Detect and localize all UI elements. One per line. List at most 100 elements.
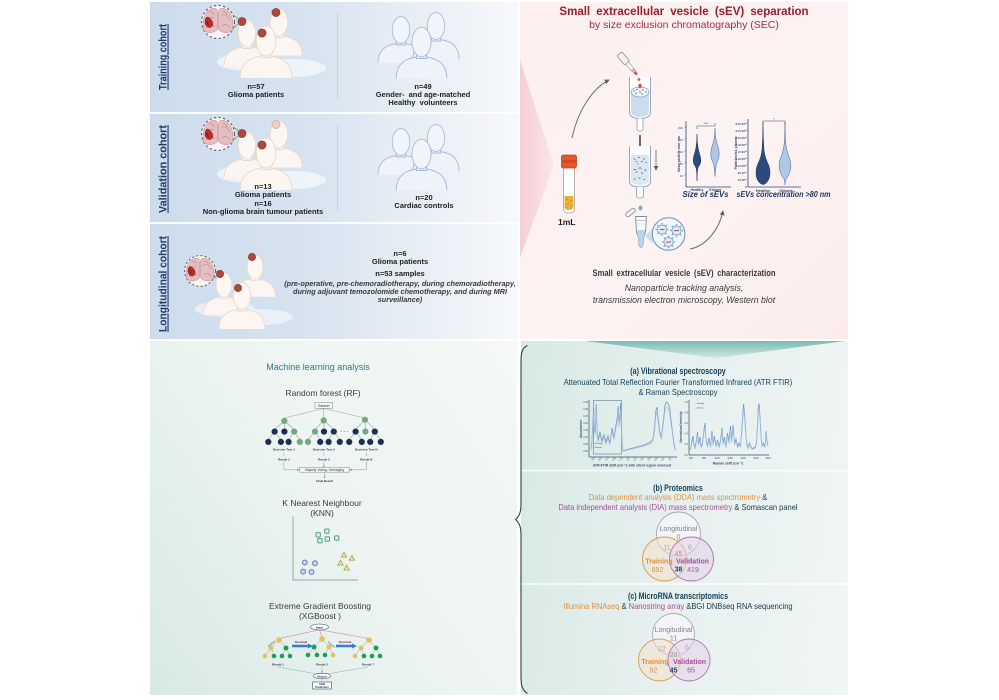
svg-text:Result N: Result N (360, 457, 372, 461)
svg-text:· · ·: · · · (340, 430, 348, 436)
svg-text:120: 120 (678, 150, 683, 154)
svg-text:40: 40 (680, 174, 684, 178)
svg-text:2.8×10¹¹: 2.8×10¹¹ (735, 136, 747, 140)
svg-text:Glioma: Glioma (709, 188, 722, 192)
svg-text:1.0: 1.0 (685, 401, 689, 404)
svg-text:0: 0 (677, 535, 681, 542)
svg-text:— Healthy: — Healthy (592, 442, 603, 445)
svg-text:Decision Tree N: Decision Tree N (355, 448, 378, 452)
svg-text:3025: 3025 (591, 457, 596, 462)
svg-text:Residual: Residual (327, 642, 335, 649)
svg-text:sEVs concentration >80 nm: sEVs concentration >80 nm (737, 189, 831, 199)
svg-text:65: 65 (687, 668, 695, 675)
svg-text:1600: 1600 (626, 457, 631, 462)
svg-text:*: * (773, 118, 775, 122)
svg-text:Decision Tree 2: Decision Tree 2 (313, 448, 335, 452)
svg-text:0.00: 0.00 (583, 450, 588, 453)
svg-text:1450: 1450 (633, 457, 638, 462)
svg-text:Prediction: Prediction (315, 685, 329, 689)
svg-text:2950: 2950 (598, 457, 603, 462)
svg-text:2875: 2875 (605, 457, 610, 462)
svg-text:Size of sEVs: Size of sEVs (683, 189, 729, 199)
svg-text:850: 850 (661, 457, 665, 461)
svg-text:200: 200 (678, 126, 683, 130)
svg-text:Normalized Intensity: Normalized Intensity (679, 411, 683, 442)
svg-text:Absorbance: Absorbance (579, 420, 583, 439)
svg-text:3.2×10¹¹: 3.2×10¹¹ (735, 129, 747, 133)
svg-text:Final Result: Final Result (316, 479, 333, 483)
svg-text:Dataset: Dataset (318, 404, 330, 408)
svg-text:0.05: 0.05 (583, 443, 588, 446)
svg-text:Training: Training (645, 559, 672, 566)
svg-text:0.4: 0.4 (685, 433, 689, 436)
svg-text:0: 0 (745, 185, 747, 189)
svg-text:Particles/mL plasma: Particles/mL plasma (734, 137, 738, 170)
svg-text:Validation: Validation (676, 559, 709, 566)
svg-text:0.0: 0.0 (685, 454, 689, 457)
svg-text:Validation cohort: Validation cohort (158, 125, 170, 213)
svg-text:— Glioma: — Glioma (694, 408, 705, 410)
svg-text:XGB: XGB (319, 682, 325, 686)
svg-text:22: 22 (658, 646, 666, 653)
svg-text:Residual: Residual (268, 640, 276, 647)
svg-text:Result 2: Result 2 (318, 457, 330, 461)
svg-text:Majority Voting / Averaging: Majority Voting / Averaging (305, 468, 344, 472)
svg-text:11: 11 (670, 636, 677, 643)
svg-text:4×10¹°: 4×10¹° (738, 178, 748, 182)
svg-text:Residual: Residual (295, 640, 308, 644)
svg-text:Output: Output (317, 674, 327, 678)
svg-text:Result 1: Result 1 (278, 457, 290, 461)
svg-text:700: 700 (668, 457, 672, 461)
svg-text:0.10: 0.10 (583, 436, 588, 439)
svg-text:800: 800 (702, 457, 707, 460)
svg-text:0.25: 0.25 (583, 415, 588, 418)
svg-text:Validation: Validation (673, 659, 706, 666)
svg-text:6: 6 (688, 545, 692, 552)
svg-text:11: 11 (663, 545, 670, 552)
svg-text:Decision Tree 1: Decision Tree 1 (273, 448, 295, 452)
svg-text:45: 45 (675, 551, 683, 558)
svg-text:0.35: 0.35 (583, 401, 588, 404)
svg-text:Training cohort: Training cohort (158, 24, 170, 90)
svg-text:1150: 1150 (647, 457, 652, 462)
svg-text:0.20: 0.20 (583, 422, 588, 425)
svg-text:160: 160 (678, 138, 683, 142)
svg-text:— Glioma: — Glioma (592, 447, 603, 449)
svg-text:Glioma: Glioma (779, 188, 793, 193)
svg-text:Longitudinal: Longitudinal (660, 526, 698, 533)
svg-text:600: 600 (689, 457, 694, 460)
svg-text:Longitudinal cohort: Longitudinal cohort (158, 236, 170, 332)
svg-text:Raman shift (cm⁻¹): Raman shift (cm⁻¹) (713, 462, 743, 466)
svg-text:1000: 1000 (714, 457, 720, 460)
svg-text:1.6×10¹¹: 1.6×10¹¹ (735, 157, 747, 161)
svg-text:Training: Training (641, 659, 668, 666)
svg-text:92: 92 (650, 668, 658, 675)
svg-text:Healthy: Healthy (691, 188, 704, 192)
svg-text:0.6: 0.6 (685, 422, 689, 425)
svg-text:Mean particle size, nm: Mean particle size, nm (677, 136, 681, 172)
svg-text:Input: Input (316, 625, 323, 629)
svg-text:80: 80 (680, 162, 684, 166)
svg-text:Result ?: Result ? (362, 663, 374, 667)
svg-text:692: 692 (652, 567, 664, 574)
svg-text:1300: 1300 (640, 457, 645, 462)
svg-text:45: 45 (670, 668, 678, 675)
svg-text:ATR-FTIR shift (cm⁻¹) with sil: ATR-FTIR shift (cm⁻¹) with silent region… (593, 464, 671, 468)
svg-text:38: 38 (675, 567, 683, 574)
svg-text:2.4×10¹¹: 2.4×10¹¹ (735, 143, 747, 147)
svg-text:1600: 1600 (753, 457, 759, 460)
svg-text:Result 1: Result 1 (272, 663, 284, 667)
svg-text:8×10¹°: 8×10¹° (738, 171, 748, 175)
svg-text:20: 20 (670, 652, 678, 659)
svg-text:0.2: 0.2 (685, 443, 689, 446)
svg-text:— Healthy: — Healthy (694, 402, 705, 405)
svg-text:1.2×10¹¹: 1.2×10¹¹ (735, 164, 747, 168)
svg-text:3.6×10¹¹: 3.6×10¹¹ (735, 122, 747, 126)
svg-text:0.30: 0.30 (583, 408, 588, 411)
svg-text:0.15: 0.15 (583, 429, 588, 432)
svg-text:0.8: 0.8 (685, 412, 689, 415)
svg-text:6: 6 (685, 645, 689, 652)
svg-text:1750: 1750 (619, 457, 624, 462)
svg-text:1800: 1800 (765, 457, 771, 460)
svg-text:2×10¹¹: 2×10¹¹ (738, 150, 747, 154)
